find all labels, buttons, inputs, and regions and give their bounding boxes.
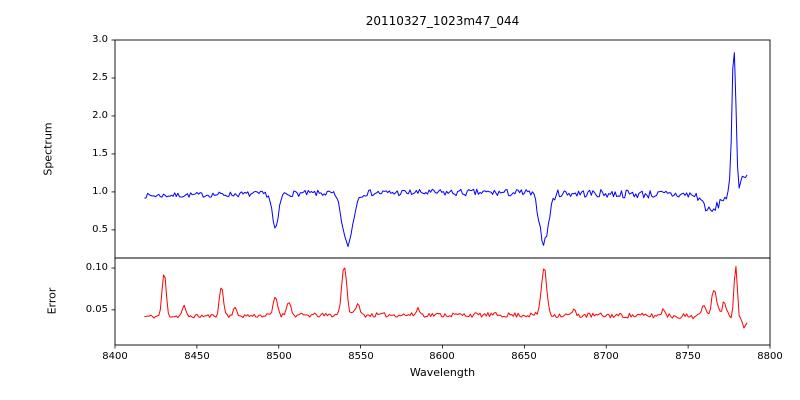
y-tick-label: 2.5 xyxy=(92,72,108,83)
y-tick-label: 1.0 xyxy=(92,186,108,197)
x-tick-label: 8650 xyxy=(511,351,537,362)
chart-title: 20110327_1023m47_044 xyxy=(365,14,520,28)
x-tick-label: 8700 xyxy=(593,351,619,362)
error-line xyxy=(144,265,748,329)
x-tick-label: 8500 xyxy=(266,351,292,362)
y-tick-label: 3.0 xyxy=(92,34,108,45)
x-tick-label: 8750 xyxy=(675,351,701,362)
y-tick-label: 0.05 xyxy=(85,304,108,315)
y-tick-label: 1.5 xyxy=(92,148,108,159)
spectrum-panel-border xyxy=(114,39,771,259)
x-tick-label: 8600 xyxy=(429,351,455,362)
x-tick-label: 8400 xyxy=(102,351,128,362)
error-panel-border xyxy=(114,257,771,346)
y-tick-label: 0.5 xyxy=(92,224,108,235)
spectrum-axis-label: Spectrum xyxy=(41,122,55,176)
x-tick-label: 8800 xyxy=(757,351,783,362)
x-tick-label: 8450 xyxy=(184,351,210,362)
x-tick-label: 8550 xyxy=(348,351,374,362)
x-axis-label: Wavelength xyxy=(409,366,476,379)
error-axis-label: Error xyxy=(45,287,59,315)
spectrum-line xyxy=(144,52,748,247)
y-tick-label: 0.10 xyxy=(85,262,108,273)
y-tick-label: 2.0 xyxy=(92,110,108,121)
